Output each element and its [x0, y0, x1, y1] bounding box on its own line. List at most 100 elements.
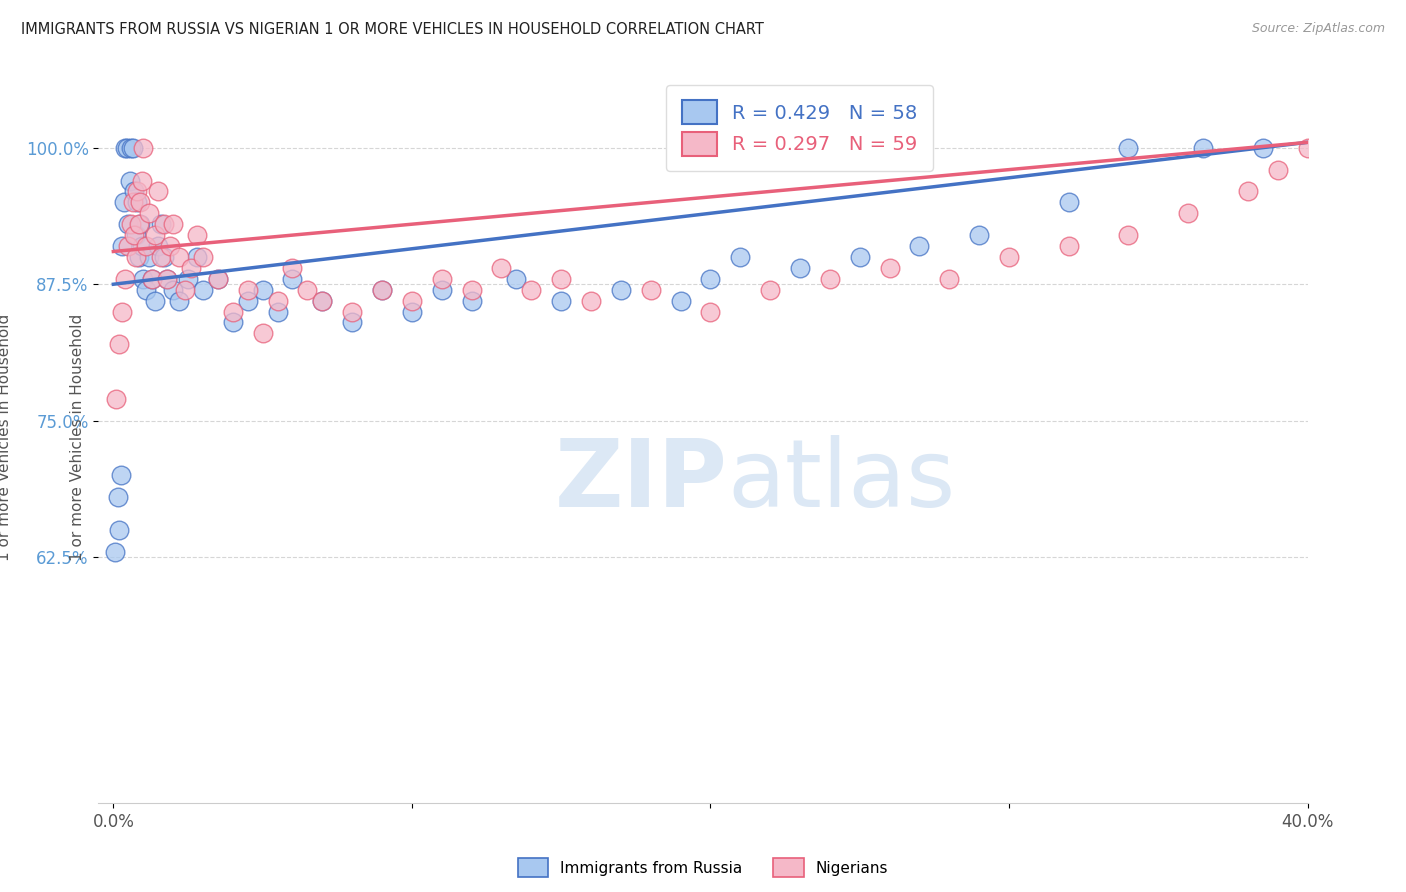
Point: [156, 272, 179, 286]
Point: [879, 260, 901, 275]
Point: [1057, 239, 1080, 253]
Point: [938, 272, 960, 286]
Point: [121, 141, 143, 155]
Point: [153, 250, 176, 264]
Point: [135, 283, 157, 297]
Point: [114, 272, 136, 286]
Point: [125, 228, 148, 243]
Point: [138, 250, 160, 264]
Point: [789, 260, 811, 275]
Point: [252, 326, 274, 341]
Point: [111, 239, 134, 253]
Point: [311, 293, 333, 308]
Point: [281, 260, 304, 275]
Text: Source: ZipAtlas.com: Source: ZipAtlas.com: [1251, 22, 1385, 36]
Point: [1296, 141, 1319, 155]
Point: [118, 173, 141, 187]
Point: [236, 283, 259, 297]
Point: [153, 217, 176, 231]
Point: [156, 272, 179, 286]
Point: [1057, 195, 1080, 210]
Point: [143, 228, 166, 243]
Point: [186, 250, 208, 264]
Point: [150, 250, 173, 264]
Point: [150, 217, 173, 231]
Point: [610, 283, 633, 297]
Point: [505, 272, 527, 286]
Point: [128, 217, 150, 231]
Point: [112, 195, 135, 210]
Point: [143, 293, 166, 308]
Point: [460, 293, 482, 308]
Point: [222, 315, 245, 329]
Point: [640, 283, 662, 297]
Point: [908, 239, 931, 253]
Point: [108, 337, 131, 351]
Point: [311, 293, 333, 308]
Point: [122, 185, 145, 199]
Legend: Immigrants from Russia, Nigerians: Immigrants from Russia, Nigerians: [512, 852, 894, 883]
Point: [550, 272, 572, 286]
Point: [340, 315, 363, 329]
Point: [104, 545, 127, 559]
Point: [141, 272, 163, 286]
Y-axis label: 1 or more Vehicles in Household: 1 or more Vehicles in Household: [0, 313, 11, 561]
Point: [131, 239, 153, 253]
Point: [1237, 185, 1260, 199]
Point: [1177, 206, 1199, 220]
Point: [371, 283, 394, 297]
Point: [117, 239, 139, 253]
Point: [252, 283, 274, 297]
Point: [132, 141, 155, 155]
Point: [111, 304, 134, 318]
Point: [430, 283, 453, 297]
Point: [162, 217, 184, 231]
Point: [430, 272, 453, 286]
Point: [579, 293, 602, 308]
Point: [401, 293, 423, 308]
Point: [1118, 141, 1140, 155]
Point: [115, 141, 138, 155]
Point: [131, 173, 153, 187]
Point: [1267, 162, 1289, 177]
Point: [1251, 141, 1274, 155]
Point: [159, 239, 181, 253]
Point: [114, 141, 136, 155]
Point: [162, 283, 184, 297]
Point: [371, 283, 394, 297]
Point: [281, 272, 304, 286]
Text: ZIP: ZIP: [554, 435, 727, 527]
Point: [108, 523, 131, 537]
Point: [180, 260, 202, 275]
Point: [730, 250, 752, 264]
Point: [174, 283, 197, 297]
Point: [167, 250, 190, 264]
Point: [146, 239, 169, 253]
Point: [848, 250, 870, 264]
Point: [236, 293, 259, 308]
Point: [818, 272, 841, 286]
Point: [759, 283, 782, 297]
Point: [135, 239, 157, 253]
Point: [186, 228, 208, 243]
Point: [120, 141, 142, 155]
Point: [127, 185, 149, 199]
Y-axis label: 1 or more Vehicles in Household: 1 or more Vehicles in Household: [69, 313, 84, 561]
Point: [105, 392, 128, 406]
Point: [129, 195, 152, 210]
Point: [167, 293, 190, 308]
Point: [120, 217, 142, 231]
Point: [460, 283, 482, 297]
Point: [207, 272, 229, 286]
Point: [1118, 228, 1140, 243]
Point: [998, 250, 1021, 264]
Point: [110, 468, 132, 483]
Point: [967, 228, 990, 243]
Point: [127, 195, 149, 210]
Point: [146, 185, 169, 199]
Point: [132, 272, 155, 286]
Point: [141, 272, 163, 286]
Point: [491, 260, 513, 275]
Point: [669, 293, 692, 308]
Legend: R = 0.429   N = 58, R = 0.297   N = 59: R = 0.429 N = 58, R = 0.297 N = 59: [666, 85, 934, 171]
